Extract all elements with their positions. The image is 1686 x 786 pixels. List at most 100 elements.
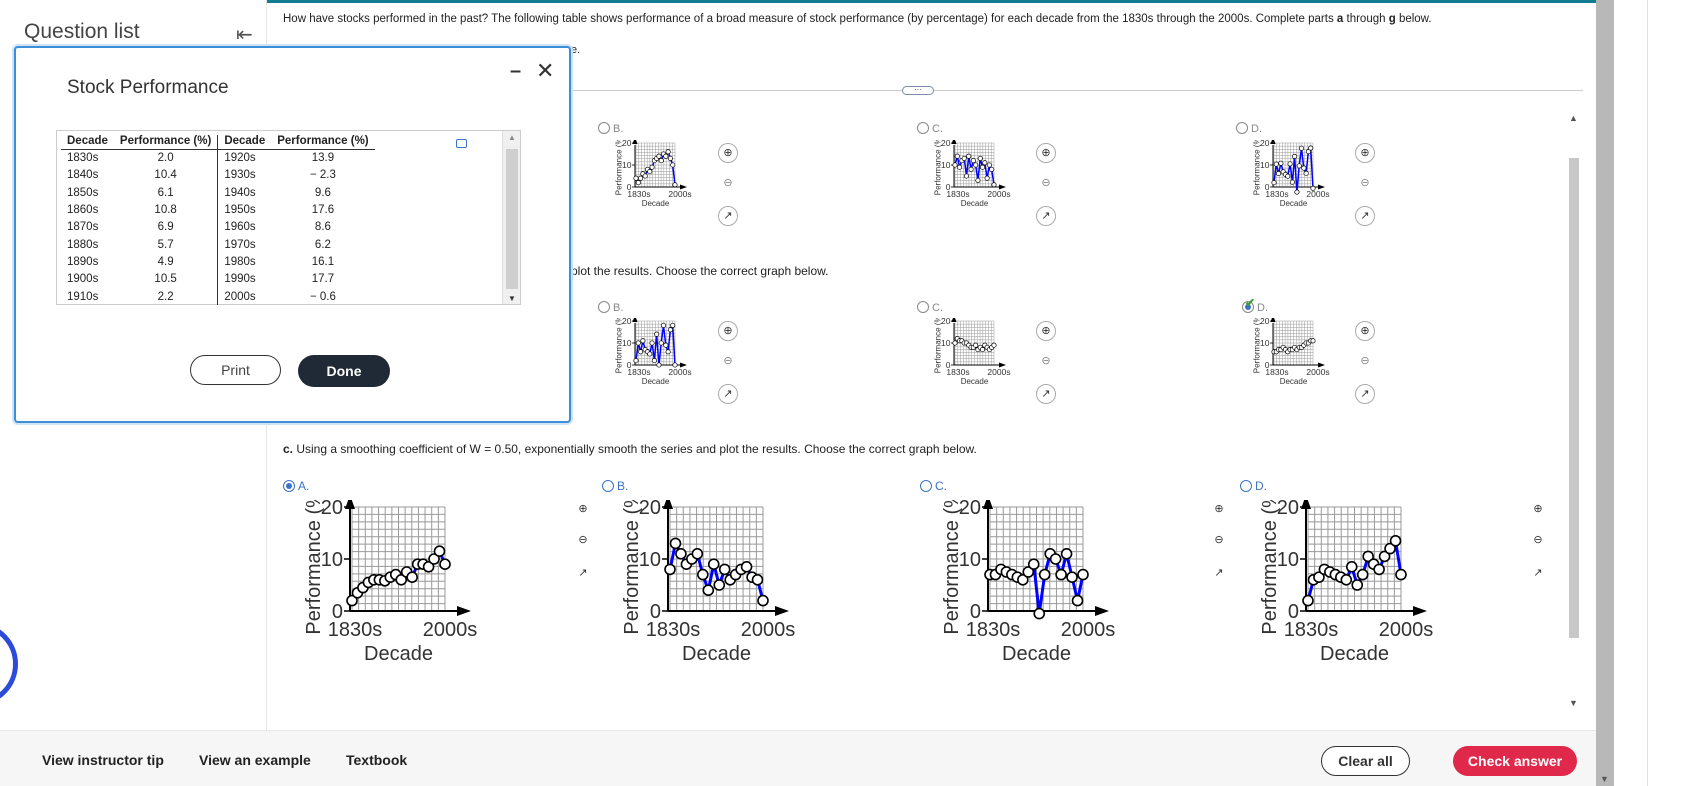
zoom-out-icon[interactable]: ⊖ xyxy=(573,531,593,551)
scroll-up-icon[interactable]: ▲ xyxy=(1569,113,1578,123)
zoom-in-icon[interactable]: ⊕ xyxy=(1036,143,1056,163)
scroll-thumb[interactable] xyxy=(506,149,518,289)
data-point xyxy=(663,153,669,159)
zoom-in-icon[interactable]: ⊕ xyxy=(718,321,738,341)
radio-button[interactable] xyxy=(917,122,929,134)
popout-icon[interactable]: ↗ xyxy=(1036,206,1056,226)
radio-button[interactable] xyxy=(1240,480,1252,492)
resize-handle[interactable]: ··· xyxy=(902,86,934,95)
copy-table-icon[interactable] xyxy=(456,139,467,148)
y-tick-label: 20 xyxy=(1277,500,1299,519)
y-axis-label: Performance (%) xyxy=(614,140,623,195)
radio-button[interactable] xyxy=(602,480,614,492)
data-point xyxy=(675,547,687,560)
content-scrollbar[interactable]: ▲ ▼ xyxy=(1566,113,1582,718)
zoom-out-icon[interactable]: ⊖ xyxy=(1036,352,1056,372)
popout-icon[interactable]: ↗ xyxy=(573,564,593,584)
row2-option-d[interactable]: D. xyxy=(1242,301,1268,314)
data-point xyxy=(406,571,418,583)
popout-icon[interactable]: ↗ xyxy=(1355,384,1375,404)
done-button[interactable]: Done xyxy=(298,355,390,387)
y-tick-label: 20 xyxy=(639,500,661,519)
collapse-panel-icon[interactable]: ⇤ xyxy=(236,24,253,46)
x-tick-label: 1830s xyxy=(627,189,650,199)
y-tick-label: 0 xyxy=(332,601,343,623)
zoom-out-icon[interactable]: ⊖ xyxy=(718,174,738,194)
radio-button[interactable] xyxy=(598,122,610,134)
data-point xyxy=(1276,171,1282,177)
table-row: 1890s 4.9 1980s 16.1 xyxy=(61,253,375,271)
y-tick-label: 20 xyxy=(321,500,343,519)
radio-button[interactable] xyxy=(920,480,932,492)
zoom-in-icon[interactable]: ⊕ xyxy=(1355,143,1375,163)
x-tick-label: 1830s xyxy=(946,367,969,377)
outer-scrollbar[interactable]: ▼ xyxy=(1596,0,1614,786)
zoom-in-icon[interactable]: ⊕ xyxy=(1036,321,1056,341)
correct-check-icon: ✔ xyxy=(1245,296,1256,310)
data-point xyxy=(991,342,997,348)
scroll-thumb[interactable] xyxy=(1569,158,1579,638)
x-axis-label: Decade xyxy=(642,377,670,386)
popout-icon[interactable]: ↗ xyxy=(1528,564,1548,584)
check-answer-button[interactable]: Check answer xyxy=(1453,746,1577,776)
table-cell: 1950s xyxy=(217,201,272,219)
zoom-out-icon[interactable]: ⊖ xyxy=(1355,352,1375,372)
data-point xyxy=(757,594,769,607)
x-tick-label: 2000s xyxy=(1306,189,1329,199)
print-button[interactable]: Print xyxy=(190,355,281,385)
scroll-up-icon[interactable]: ▲ xyxy=(508,133,516,142)
zoom-out-icon[interactable]: ⊖ xyxy=(1036,174,1056,194)
x-tick-label: 2000s xyxy=(741,619,796,641)
row3-option-d[interactable]: D. xyxy=(1240,479,1267,493)
popout-icon[interactable]: ↗ xyxy=(1036,384,1056,404)
table-scrollbar[interactable]: ▲ ▼ xyxy=(502,131,520,304)
radio-button-selected[interactable] xyxy=(1242,301,1254,313)
scroll-down-icon[interactable]: ▼ xyxy=(1600,774,1609,784)
view-example-link[interactable]: View an example xyxy=(199,752,311,768)
zoom-in-icon[interactable]: ⊕ xyxy=(573,500,593,520)
clear-all-button[interactable]: Clear all xyxy=(1321,746,1410,776)
zoom-in-icon[interactable]: ⊕ xyxy=(1355,321,1375,341)
zoom-out-icon[interactable]: ⊖ xyxy=(718,352,738,372)
scroll-down-icon[interactable]: ▼ xyxy=(508,294,516,303)
zoom-in-icon[interactable]: ⊕ xyxy=(718,143,738,163)
data-point xyxy=(640,338,646,344)
row2-option-b[interactable]: B. xyxy=(598,301,623,314)
minimize-icon[interactable]: – xyxy=(510,60,522,82)
data-point xyxy=(633,175,639,181)
x-axis-label: Decade xyxy=(1002,643,1071,665)
data-point xyxy=(428,553,440,565)
zoom-out-icon[interactable]: ⊖ xyxy=(1528,531,1548,551)
data-point xyxy=(1071,594,1084,607)
row2-option-c[interactable]: C. xyxy=(917,301,943,314)
popout-icon[interactable]: ↗ xyxy=(1355,206,1375,226)
zoom-in-icon[interactable]: ⊕ xyxy=(1209,500,1229,520)
row1-option-d[interactable]: D. xyxy=(1236,122,1262,135)
popout-icon[interactable]: ↗ xyxy=(718,206,738,226)
zoom-in-icon[interactable]: ⊕ xyxy=(1528,500,1548,520)
y-tick-label: 0 xyxy=(627,360,632,370)
row3-option-c[interactable]: C. xyxy=(920,479,947,493)
table-row: 1880s 5.7 1970s 6.2 xyxy=(61,235,375,254)
y-tick-label: 20 xyxy=(941,318,951,326)
popout-icon[interactable]: ↗ xyxy=(1209,564,1229,584)
x-axis-arrow xyxy=(680,362,687,368)
row3-option-a[interactable]: A. xyxy=(283,479,309,493)
scroll-down-icon[interactable]: ▼ xyxy=(1569,698,1578,708)
radio-button[interactable] xyxy=(917,301,929,313)
row1-option-b[interactable]: B. xyxy=(598,122,623,135)
zoom-out-icon[interactable]: ⊖ xyxy=(1355,174,1375,194)
data-point xyxy=(713,579,726,591)
radio-button[interactable] xyxy=(598,301,610,313)
popout-icon[interactable]: ↗ xyxy=(718,384,738,404)
view-instructor-tip-link[interactable]: View instructor tip xyxy=(42,752,164,768)
row1-option-c[interactable]: C. xyxy=(917,122,943,135)
radio-button[interactable] xyxy=(1236,122,1248,134)
textbook-link[interactable]: Textbook xyxy=(346,752,408,768)
radio-button-selected[interactable] xyxy=(283,480,295,492)
zoom-out-icon[interactable]: ⊖ xyxy=(1209,531,1229,551)
close-icon[interactable]: ✕ xyxy=(536,58,555,83)
row3-option-b[interactable]: B. xyxy=(602,479,628,493)
